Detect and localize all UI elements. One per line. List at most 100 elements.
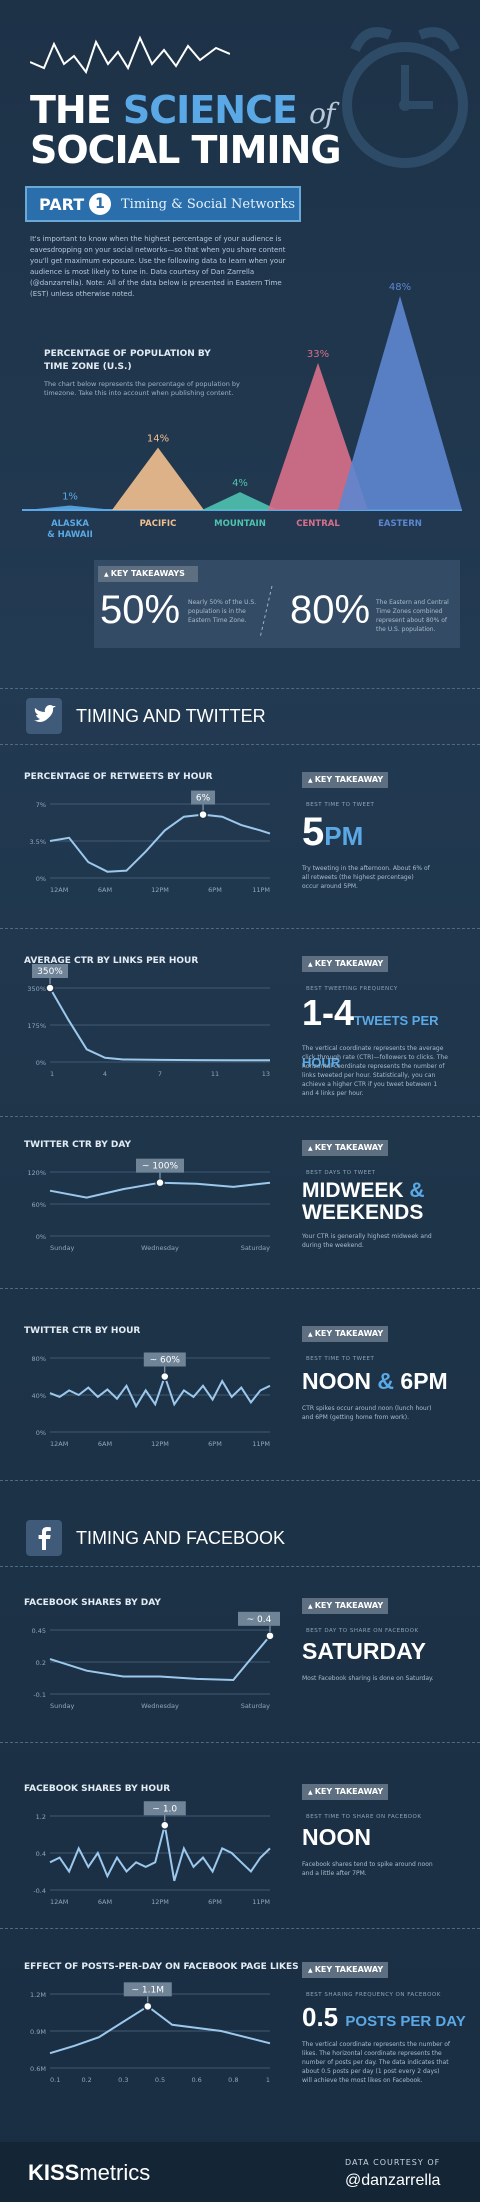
annotation-label: ~ 1.1M (132, 1985, 164, 1995)
divider (0, 1566, 480, 1567)
chart-title-ctr-day: TWITTER CTR BY DAY (24, 1140, 132, 1150)
annotation-callout (238, 1611, 280, 1626)
series-line (49, 813, 271, 873)
x-tick-label: 6AM (98, 1440, 112, 1448)
kt-big-ctr-hour: NOON & 6PM (302, 1368, 448, 1394)
facebook-section-title: TIMING AND FACEBOOK (76, 1528, 286, 1548)
facebook-f-icon (38, 1527, 51, 1550)
annotation-callout (143, 1352, 186, 1367)
stat-50-desc: Nearly 50% of the U.S. population is in … (188, 599, 257, 624)
y-tick-label: -0.4 (33, 1887, 46, 1895)
fb-shares-by-day-chart: 0.45 0.2 -0.1 Sunday Wednesday Saturday ~ 0.4 (32, 1611, 280, 1710)
chart-title-fb-day: FACEBOOK SHARES BY DAY (24, 1598, 161, 1608)
page-title-line1: THE SCIENCE of (30, 88, 335, 132)
x-tick-label: 12PM (151, 1440, 169, 1448)
population-peak (112, 447, 204, 510)
divider (0, 1288, 480, 1289)
stat-80-percent: 80% (290, 588, 371, 632)
kt-sub-ctr-day: BEST DAYS TO TWEET (306, 1170, 376, 1176)
part-label: PART (39, 195, 85, 214)
x-tick-label: 1 (50, 1070, 54, 1078)
divider (0, 928, 480, 929)
y-tick-label: 0% (36, 875, 46, 883)
x-tick-label: 4 (103, 1070, 107, 1078)
population-value-label: 1% (62, 492, 78, 503)
kt-head-retweets: KEY TAKEAWAY (302, 772, 388, 788)
highlight-point (265, 1631, 275, 1641)
kt-head-ctr-hour: KEY TAKEAWAY (302, 1326, 388, 1342)
stat-50-percent: 50% (100, 588, 181, 632)
ctr-by-links-chart: 350% 175% 0% 1 4 7 11 13 350% (27, 964, 270, 1078)
kt-sub-ctr-links: BEST TWEETING FREQUENCY (306, 986, 398, 992)
y-tick-label: 80% (32, 1355, 46, 1363)
annotation-callout (136, 1158, 184, 1173)
population-category-label: & HAWAII (47, 530, 93, 540)
y-tick-label: 0% (36, 1059, 46, 1067)
population-category-label: ALASKA (51, 519, 89, 529)
x-tick-label: 12AM (50, 1898, 68, 1906)
kt-head-posts-per-day: KEY TAKEAWAY (302, 1962, 388, 1978)
x-tick-label: Sunday (50, 1244, 74, 1252)
x-tick-label: Saturday (241, 1702, 270, 1710)
population-peak (268, 362, 368, 510)
annotation-label: ~ 0.4 (247, 1615, 272, 1625)
y-tick-label: 1.2 (36, 1813, 46, 1821)
annotation-label: 6% (196, 794, 211, 804)
kt-desc-ctr-day: Your CTR is generally highest midweek an… (302, 1233, 432, 1249)
chart-title-retweets: PERCENTAGE OF RETWEETS BY HOUR (24, 772, 213, 782)
y-tick-label: 0.9M (30, 2028, 46, 2036)
stat-80-desc: The Eastern and Central Time Zones combi… (376, 599, 449, 633)
x-tick-label: 0.8 (228, 2076, 238, 2084)
population-chart-title: PERCENTAGE OF POPULATION BY TIME ZONE (U… (44, 349, 211, 372)
x-tick-label: 0.6 (191, 2076, 201, 2084)
x-tick-label: 6AM (98, 886, 112, 894)
x-tick-label: Saturday (241, 1244, 270, 1252)
divider (0, 1116, 480, 1117)
kt-big-fb-hour: NOON (302, 1824, 371, 1850)
highlight-point (155, 1177, 165, 1188)
part-title: Timing & Social Networks (121, 197, 296, 212)
y-tick-label: 0.45 (32, 1627, 46, 1635)
y-tick-label: 175% (27, 1022, 46, 1030)
x-tick-label: 7 (158, 1070, 162, 1078)
clock-watermark-icon (342, 27, 468, 168)
retweets-by-hour-chart: 7% 3.5% 0% 12AM 6AM 12PM 6PM 11PM 6% (29, 790, 271, 894)
y-tick-label: 0.4 (36, 1850, 46, 1858)
divider (0, 744, 480, 745)
kt-sub-retweets: BEST TIME TO TWEET (306, 802, 375, 808)
part-banner: PART 1 Timing & Social Networks (25, 186, 301, 222)
kt-desc-posts-per-day: The vertical coordinate represents the n… (302, 2041, 450, 2084)
danzarrella-handle[interactable]: @danzarrella (345, 2172, 441, 2189)
series-line (49, 1825, 271, 1882)
x-tick-label: 12AM (50, 886, 68, 894)
chart-title-posts-per-day: EFFECT OF POSTS-PER-DAY ON FACEBOOK PAGE… (24, 1962, 299, 1972)
kissmetrics-logo[interactable]: KISSmetrics (28, 2160, 151, 2185)
ctr-by-day-chart: 120% 60% 0% Sunday Wednesday Saturday ~ 100% (27, 1158, 270, 1252)
divider (0, 1480, 480, 1481)
kt-big-posts-per-day: 0.5 POSTS PER DAY (302, 2002, 466, 2032)
divider (0, 1742, 480, 1743)
kt-desc-fb-hour: Facebook shares tend to spike around noo… (302, 1861, 433, 1877)
y-tick-label: 1.2M (30, 1991, 46, 1999)
x-tick-label: 0.1 (50, 2076, 60, 2084)
data-courtesy-label: DATA COURTESY OF (345, 2158, 441, 2167)
population-peak (202, 492, 278, 510)
chart-title-fb-hour: FACEBOOK SHARES BY HOUR (24, 1784, 171, 1794)
population-category-label: CENTRAL (296, 519, 340, 529)
posts-per-day-chart: 1.2M 0.9M 0.6M 0.1 0.2 0.3 0.5 0.6 0.8 1 ~ 1.1M (30, 1982, 271, 2084)
kt-big-ctr-day: MIDWEEK & WEEKENDS (302, 1179, 425, 1224)
x-tick-label: 6PM (208, 1440, 222, 1448)
kt-big-retweets: 5PM (302, 810, 364, 854)
kt-desc-fb-day: Most Facebook sharing is done on Saturda… (302, 1675, 434, 1682)
y-tick-label: 0% (36, 1429, 46, 1437)
x-tick-label: 13 (262, 1070, 270, 1078)
annotation-label: ~ 1.0 (152, 1804, 177, 1814)
population-peak (26, 505, 114, 510)
y-tick-label: 40% (32, 1392, 46, 1400)
population-category-label: PACIFIC (140, 519, 177, 529)
x-tick-label: Wednesday (141, 1702, 179, 1710)
x-tick-label: 6AM (98, 1898, 112, 1906)
series-line (49, 1373, 271, 1409)
kt-big-fb-day: SATURDAY (302, 1638, 426, 1664)
series-line (49, 987, 270, 1062)
